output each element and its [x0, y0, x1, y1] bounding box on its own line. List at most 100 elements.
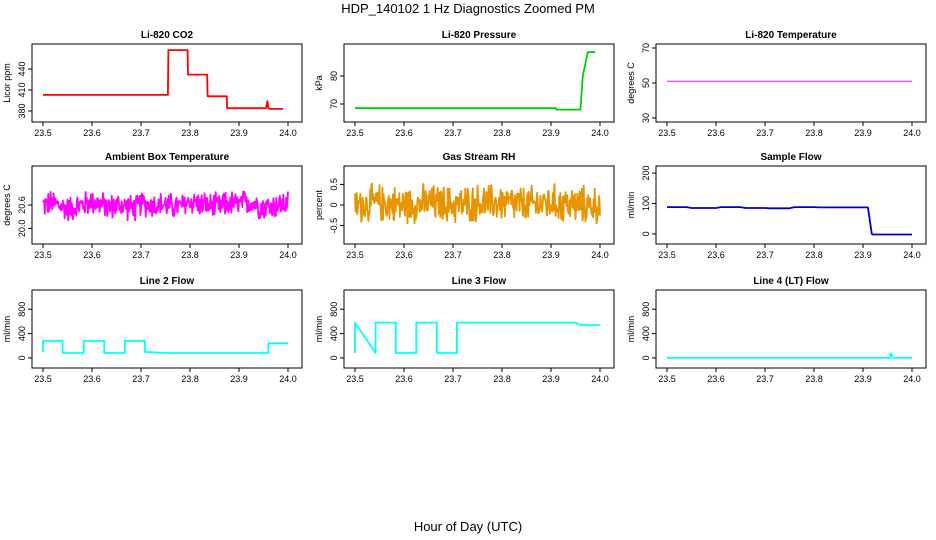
x-tick-label: 23.8	[805, 374, 823, 384]
y-tick-label: 0	[329, 355, 339, 360]
panel-title: Gas Stream RH	[443, 152, 516, 163]
y-tick-label: 410	[17, 82, 27, 97]
x-tick-label: 23.6	[707, 374, 725, 384]
y-tick-label: 100	[641, 196, 651, 211]
x-tick-label: 23.5	[34, 250, 52, 260]
y-tick-label: 400	[329, 326, 339, 341]
y-tick-label: 0	[641, 231, 651, 236]
plot-frame	[31, 289, 303, 369]
x-tick-label: 23.6	[83, 250, 101, 260]
x-tick-label: 23.5	[658, 250, 676, 260]
x-tick-label: 23.7	[444, 374, 462, 384]
series-line	[667, 206, 912, 236]
y-axis-label: ml/min	[2, 316, 12, 343]
x-tick-label: 23.7	[756, 374, 774, 384]
x-tick-label: 23.9	[854, 250, 872, 260]
x-tick-label: 23.5	[346, 374, 364, 384]
y-axis-label: degrees C	[2, 184, 12, 226]
figure-title: HDP_140102 1 Hz Diagnostics Zoomed PM	[341, 1, 595, 16]
series-line	[43, 49, 284, 110]
x-tick-label: 23.6	[395, 128, 413, 138]
x-tick-label: 24.0	[903, 128, 921, 138]
x-tick-label: 23.9	[542, 250, 560, 260]
x-tick-label: 24.0	[903, 374, 921, 384]
panel-title: Li-820 Temperature	[745, 30, 837, 41]
x-tick-label: 23.8	[493, 128, 511, 138]
x-tick-label: 24.0	[591, 250, 609, 260]
y-tick-label: 380	[17, 103, 27, 118]
x-tick-label: 23.6	[707, 250, 725, 260]
x-tick-label: 23.6	[395, 250, 413, 260]
x-tick-label: 23.8	[181, 374, 199, 384]
x-tick-label: 23.8	[493, 374, 511, 384]
x-tick-label: 23.9	[854, 374, 872, 384]
y-tick-label: 0	[17, 355, 27, 360]
series-line	[42, 190, 289, 222]
plot-frame	[31, 43, 303, 123]
y-tick-label: 0.5	[329, 178, 339, 191]
x-tick-label: 23.8	[181, 250, 199, 260]
y-axis-label: degrees C	[626, 62, 636, 104]
y-axis-label: ml/min	[314, 316, 324, 343]
x-tick-label: 23.9	[230, 128, 248, 138]
x-tick-label: 24.0	[591, 374, 609, 384]
x-tick-label: 24.0	[591, 128, 609, 138]
y-axis-label: kPa	[314, 75, 324, 91]
plot-frame	[343, 289, 615, 369]
x-tick-label: 23.6	[395, 374, 413, 384]
x-tick-label: 23.7	[132, 128, 150, 138]
x-tick-label: 24.0	[279, 128, 297, 138]
x-tick-label: 23.5	[346, 250, 364, 260]
y-tick-label: 400	[17, 326, 27, 341]
y-tick-label: 800	[329, 302, 339, 317]
series-line	[354, 182, 601, 225]
x-tick-label: 23.8	[805, 250, 823, 260]
x-tick-label: 23.8	[805, 128, 823, 138]
y-tick-label: 70	[329, 99, 339, 109]
series-line	[667, 352, 912, 359]
plot-frame	[655, 43, 927, 123]
panel-title: Li-820 Pressure	[442, 30, 517, 41]
y-tick-label: -0.5	[329, 218, 339, 234]
x-tick-label: 24.0	[279, 250, 297, 260]
panel-title: Line 4 (LT) Flow	[753, 276, 829, 287]
x-tick-label: 23.5	[658, 128, 676, 138]
y-tick-label: 400	[641, 326, 651, 341]
x-tick-label: 23.7	[756, 128, 774, 138]
x-tick-label: 23.6	[83, 374, 101, 384]
y-tick-label: 20.0	[17, 220, 27, 238]
x-tick-label: 23.9	[230, 250, 248, 260]
x-tick-label: 24.0	[903, 250, 921, 260]
y-tick-label: 30	[641, 113, 651, 123]
y-axis-label: percent	[314, 189, 324, 220]
x-tick-label: 23.5	[658, 374, 676, 384]
y-tick-label: 50	[641, 78, 651, 88]
x-tick-label: 23.7	[132, 374, 150, 384]
x-tick-label: 23.7	[756, 250, 774, 260]
x-tick-label: 23.8	[493, 250, 511, 260]
x-tick-label: 23.6	[83, 128, 101, 138]
x-tick-label: 23.9	[542, 374, 560, 384]
x-tick-label: 24.0	[279, 374, 297, 384]
panel-title: Ambient Box Temperature	[105, 152, 230, 163]
figure-x-label: Hour of Day (UTC)	[414, 519, 522, 534]
x-tick-label: 23.7	[132, 250, 150, 260]
y-tick-label: 70	[641, 43, 651, 53]
x-tick-label: 23.7	[444, 250, 462, 260]
panel-title: Line 2 Flow	[140, 276, 195, 287]
y-tick-label: 20.6	[17, 196, 27, 214]
y-axis-label: Licor ppm	[2, 63, 12, 103]
panel-title: Li-820 CO2	[141, 30, 194, 41]
x-tick-label: 23.9	[542, 128, 560, 138]
plot-frame	[655, 165, 927, 245]
y-tick-label: 200	[641, 166, 651, 181]
y-tick-label: 80	[329, 71, 339, 81]
y-tick-label: 800	[641, 302, 651, 317]
y-axis-label: ml/min	[626, 316, 636, 343]
x-tick-label: 23.5	[34, 128, 52, 138]
x-tick-label: 23.5	[346, 128, 364, 138]
x-tick-label: 23.6	[707, 128, 725, 138]
series-line	[354, 321, 600, 354]
y-tick-label: 0	[641, 355, 651, 360]
series-line	[42, 339, 288, 354]
